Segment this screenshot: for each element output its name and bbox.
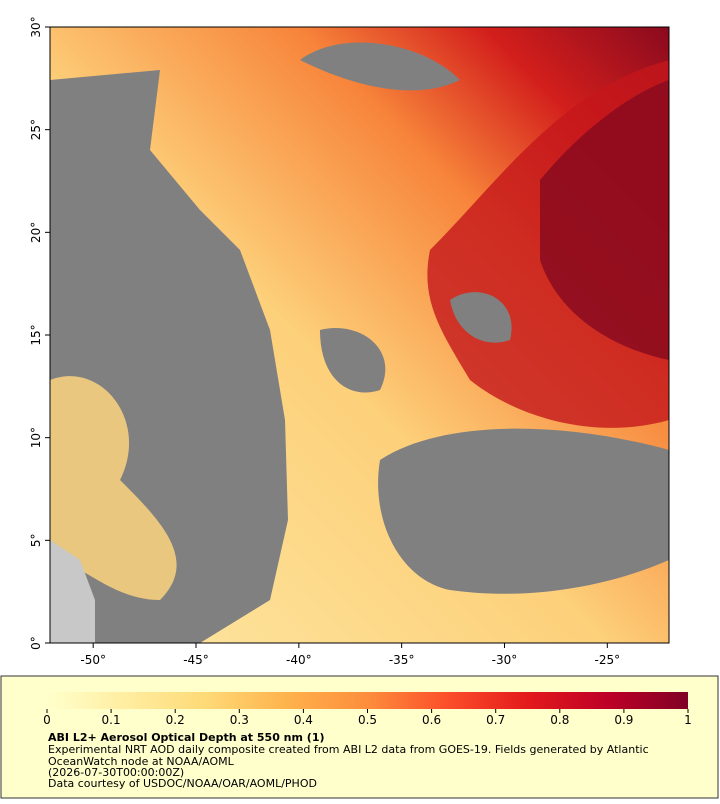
x-tick-label: -50°: [80, 653, 106, 667]
colorbar-tick-label: 0: [43, 713, 51, 727]
x-tick-label: -35°: [389, 653, 415, 667]
y-tick-label: 25°: [29, 119, 43, 140]
map-image: [50, 27, 669, 643]
x-tick-label: -30°: [492, 653, 518, 667]
colorbar-tick-label: 0.1: [102, 713, 121, 727]
colorbar-tick-label: 0.9: [614, 713, 633, 727]
caption-line: Data courtesy of USDOC/NOAA/OAR/AOML/PHO…: [48, 777, 317, 790]
colorbar: [47, 692, 688, 709]
caption-line: OceanWatch node at NOAA/AOML: [48, 755, 235, 768]
colorbar-tick-label: 0.4: [294, 713, 313, 727]
y-tick-label: 0°: [29, 636, 43, 650]
colorbar-tick-label: 1: [684, 713, 692, 727]
y-tick-label: 5°: [29, 534, 43, 548]
caption-line: Experimental NRT AOD daily composite cre…: [48, 743, 649, 756]
colorbar-tick-label: 0.6: [422, 713, 441, 727]
colorbar-tick-label: 0.3: [230, 713, 249, 727]
y-tick-label: 20°: [29, 222, 43, 243]
colorbar-tick-label: 0.2: [166, 713, 185, 727]
caption-line: (2026-07-30T00:00:00Z): [48, 766, 184, 779]
caption-title: ABI L2+ Aerosol Optical Depth at 550 nm …: [48, 731, 325, 744]
x-tick-label: -45°: [183, 653, 209, 667]
x-tick-label: -25°: [595, 653, 621, 667]
y-tick-label: 15°: [29, 324, 43, 345]
y-tick-label: 10°: [29, 427, 43, 448]
y-tick-label: 30°: [29, 16, 43, 37]
colorbar-tick-label: 0.7: [486, 713, 505, 727]
x-tick-label: -40°: [286, 653, 312, 667]
colorbar-tick-label: 0.5: [358, 713, 377, 727]
colorbar-tick-label: 0.8: [550, 713, 569, 727]
